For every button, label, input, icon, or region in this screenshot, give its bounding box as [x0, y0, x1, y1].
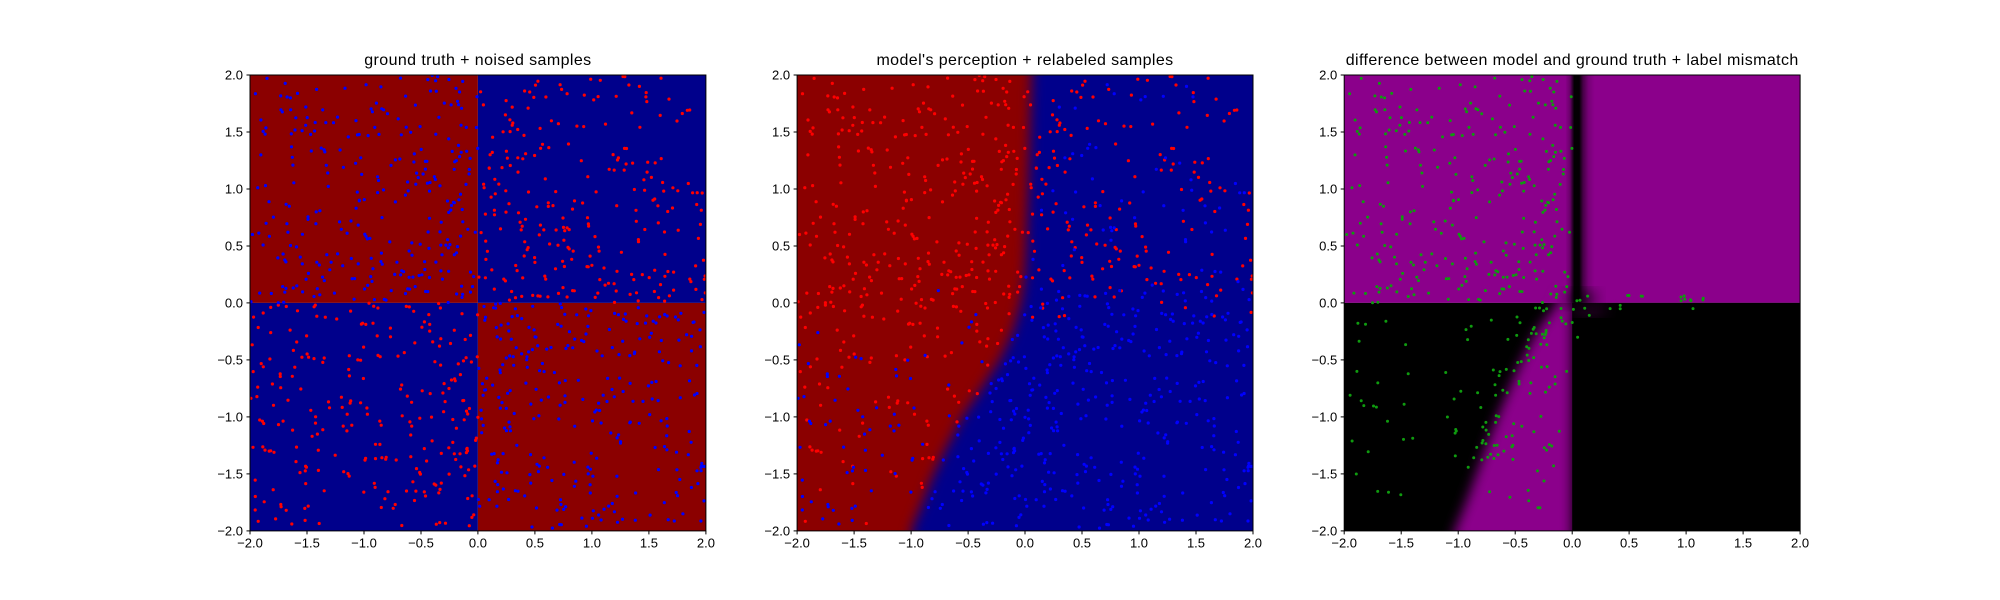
svg-text:1.5: 1.5: [1319, 125, 1337, 140]
svg-text:1.5: 1.5: [1734, 535, 1752, 550]
svg-text:ground truth + noised samples: ground truth + noised samples: [364, 52, 591, 69]
svg-text:1.5: 1.5: [640, 535, 658, 550]
svg-text:−0.5: −0.5: [1312, 352, 1338, 367]
svg-text:1.0: 1.0: [772, 182, 790, 197]
svg-text:model's perception + relabeled: model's perception + relabeled samples: [876, 52, 1173, 69]
svg-text:0.5: 0.5: [1073, 535, 1091, 550]
svg-text:−0.5: −0.5: [764, 352, 790, 367]
svg-text:1.0: 1.0: [583, 535, 601, 550]
svg-text:1.5: 1.5: [225, 125, 243, 140]
svg-text:−1.5: −1.5: [1388, 535, 1414, 550]
svg-text:0.0: 0.0: [1016, 535, 1034, 550]
svg-text:−1.5: −1.5: [294, 535, 320, 550]
svg-text:0.5: 0.5: [225, 239, 243, 254]
svg-text:−1.5: −1.5: [1312, 466, 1338, 481]
svg-text:0.0: 0.0: [1319, 295, 1337, 310]
svg-text:−2.0: −2.0: [237, 535, 263, 550]
svg-text:0.5: 0.5: [1319, 239, 1337, 254]
svg-text:−1.0: −1.0: [764, 409, 790, 424]
svg-text:−1.0: −1.0: [898, 535, 924, 550]
svg-text:−2.0: −2.0: [1312, 523, 1338, 538]
svg-text:2.0: 2.0: [697, 535, 715, 550]
svg-text:−2.0: −2.0: [217, 523, 243, 538]
svg-text:0.0: 0.0: [1563, 535, 1581, 550]
svg-text:0.5: 0.5: [772, 239, 790, 254]
svg-text:−1.0: −1.0: [351, 535, 377, 550]
svg-text:−0.5: −0.5: [408, 535, 434, 550]
svg-text:−1.0: −1.0: [1312, 409, 1338, 424]
svg-text:−0.5: −0.5: [955, 535, 981, 550]
svg-text:−2.0: −2.0: [784, 535, 810, 550]
svg-text:0.0: 0.0: [225, 295, 243, 310]
svg-text:−0.5: −0.5: [1502, 535, 1528, 550]
svg-text:−1.5: −1.5: [217, 466, 243, 481]
svg-text:1.0: 1.0: [1677, 535, 1695, 550]
svg-text:0.5: 0.5: [526, 535, 544, 550]
svg-text:−1.5: −1.5: [841, 535, 867, 550]
svg-text:1.0: 1.0: [1130, 535, 1148, 550]
svg-text:2.0: 2.0: [1319, 68, 1337, 83]
svg-text:−1.0: −1.0: [217, 409, 243, 424]
svg-text:2.0: 2.0: [1791, 535, 1809, 550]
svg-text:−2.0: −2.0: [1331, 535, 1357, 550]
svg-text:0.0: 0.0: [772, 295, 790, 310]
svg-text:1.0: 1.0: [1319, 182, 1337, 197]
svg-text:−1.5: −1.5: [764, 466, 790, 481]
svg-text:2.0: 2.0: [1244, 535, 1262, 550]
svg-text:1.5: 1.5: [1187, 535, 1205, 550]
svg-text:−1.0: −1.0: [1445, 535, 1471, 550]
svg-text:−0.5: −0.5: [217, 352, 243, 367]
svg-text:−2.0: −2.0: [764, 523, 790, 538]
svg-text:1.0: 1.0: [225, 182, 243, 197]
svg-text:0.0: 0.0: [469, 535, 487, 550]
svg-text:difference between model and g: difference between model and ground trut…: [1346, 52, 1799, 69]
svg-text:2.0: 2.0: [225, 68, 243, 83]
svg-text:1.5: 1.5: [772, 125, 790, 140]
svg-text:2.0: 2.0: [772, 68, 790, 83]
svg-text:0.5: 0.5: [1620, 535, 1638, 550]
